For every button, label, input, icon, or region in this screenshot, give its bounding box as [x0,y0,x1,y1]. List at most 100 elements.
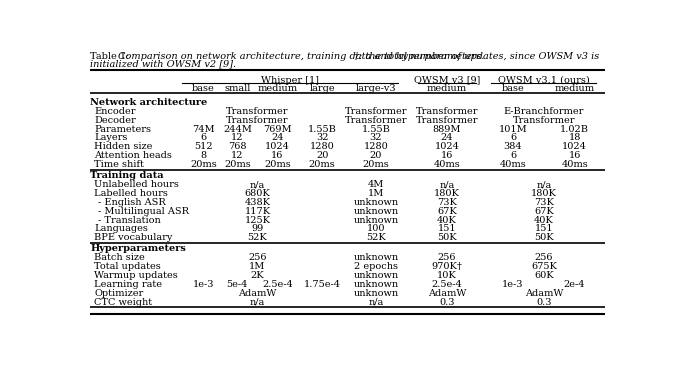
Text: 1e-3: 1e-3 [193,280,214,289]
Text: 768: 768 [228,142,247,151]
Text: 4M: 4M [367,180,384,189]
Text: 151: 151 [437,224,456,233]
Text: 1.75e-4: 1.75e-4 [304,280,340,289]
Text: n/a: n/a [368,298,384,306]
Text: 1M: 1M [250,262,266,271]
Text: Transformer: Transformer [226,116,289,125]
Text: unknown: unknown [353,216,399,224]
Text: 1280: 1280 [310,142,334,151]
Text: 256: 256 [534,253,553,262]
Text: 67K: 67K [437,207,457,216]
Text: unknown: unknown [353,207,399,216]
Text: 1280: 1280 [363,142,388,151]
Text: 6: 6 [510,151,516,160]
Text: 73K: 73K [534,198,554,207]
Text: 74M: 74M [192,125,215,134]
Text: 1.55B: 1.55B [308,125,336,134]
Text: 99: 99 [252,224,264,233]
Text: 180K: 180K [434,189,460,198]
Text: 1024: 1024 [265,142,290,151]
Text: 769M: 769M [263,125,292,134]
Text: unknown: unknown [353,198,399,207]
Text: 16: 16 [271,151,283,160]
Text: Table 1:: Table 1: [90,52,133,61]
Text: 0.3: 0.3 [439,298,454,306]
Text: Transformer: Transformer [513,116,575,125]
Text: 20ms: 20ms [190,160,217,169]
Text: Unlabelled hours: Unlabelled hours [94,180,179,189]
Text: 40ms: 40ms [561,160,588,169]
Text: CTC weight: CTC weight [94,298,153,306]
Text: Whisper [1]: Whisper [1] [261,76,319,85]
Text: Languages: Languages [94,224,148,233]
Text: OWSM v3.1 (ours): OWSM v3.1 (ours) [498,76,590,85]
Text: Comparison on network architecture, training data and hyperparameters.: Comparison on network architecture, trai… [118,52,484,61]
Text: 32: 32 [370,133,382,142]
Text: 20ms: 20ms [264,160,291,169]
Text: n/a: n/a [250,180,265,189]
Text: 438K: 438K [244,198,271,207]
Text: 180K: 180K [531,189,557,198]
Text: 16: 16 [568,151,581,160]
Text: - English ASR: - English ASR [98,198,165,207]
Text: Time shift: Time shift [94,160,144,169]
Text: Encoder: Encoder [94,107,136,116]
Text: 101M: 101M [498,125,527,134]
Text: 675K: 675K [531,262,557,271]
Text: small: small [224,84,251,93]
Text: 100: 100 [367,224,385,233]
Text: Hyperparameters: Hyperparameters [90,244,186,253]
Text: Transformer: Transformer [416,116,478,125]
Text: 1024: 1024 [435,142,459,151]
Text: 117K: 117K [244,207,271,216]
Text: Transformer: Transformer [416,107,478,116]
Text: medium: medium [555,84,595,93]
Text: 512: 512 [194,142,213,151]
Text: 73K: 73K [437,198,457,207]
Text: 2.5e-4: 2.5e-4 [431,280,462,289]
Text: unknown: unknown [353,280,399,289]
Text: 889M: 889M [433,125,461,134]
Text: Layers: Layers [94,133,127,142]
Text: large: large [309,84,335,93]
Text: 970K†: 970K† [431,262,462,271]
Text: OWSM v3 [9]: OWSM v3 [9] [414,76,480,85]
Text: Warmup updates: Warmup updates [94,271,178,280]
Text: 256: 256 [248,253,266,262]
Text: 18: 18 [568,133,581,142]
Text: E-Branchformer: E-Branchformer [504,107,584,116]
Text: Training data: Training data [90,171,164,180]
Text: AdamW: AdamW [238,289,277,298]
Text: base: base [192,84,215,93]
Text: 1.02B: 1.02B [560,125,589,134]
Text: 50K: 50K [437,233,456,242]
Text: 40K: 40K [534,216,554,224]
Text: medium: medium [426,84,467,93]
Text: Batch size: Batch size [94,253,145,262]
Text: unknown: unknown [353,289,399,298]
Text: 50K: 50K [534,233,554,242]
Text: 1.55B: 1.55B [361,125,391,134]
Text: Transformer: Transformer [344,107,407,116]
Text: Hidden size: Hidden size [94,142,153,151]
Text: - Multilingual ASR: - Multilingual ASR [98,207,189,216]
Text: unknown: unknown [353,253,399,262]
Text: 40ms: 40ms [433,160,460,169]
Text: large-v3: large-v3 [356,84,396,93]
Text: 60K: 60K [534,271,554,280]
Text: 6: 6 [510,133,516,142]
Text: - Translation: - Translation [98,216,161,224]
Text: n/a: n/a [250,298,265,306]
Text: 384: 384 [504,142,522,151]
Text: 52K: 52K [247,233,267,242]
Text: Decoder: Decoder [94,116,136,125]
Text: 1M: 1M [367,189,384,198]
Text: 256: 256 [437,253,456,262]
Text: medium: medium [258,84,298,93]
Text: initialized with OWSM v2 [9].: initialized with OWSM v2 [9]. [90,59,237,69]
Text: 20: 20 [316,151,328,160]
Text: 32: 32 [316,133,328,142]
Text: AdamW: AdamW [525,289,563,298]
Text: 16: 16 [441,151,453,160]
Text: 0.3: 0.3 [536,298,552,306]
